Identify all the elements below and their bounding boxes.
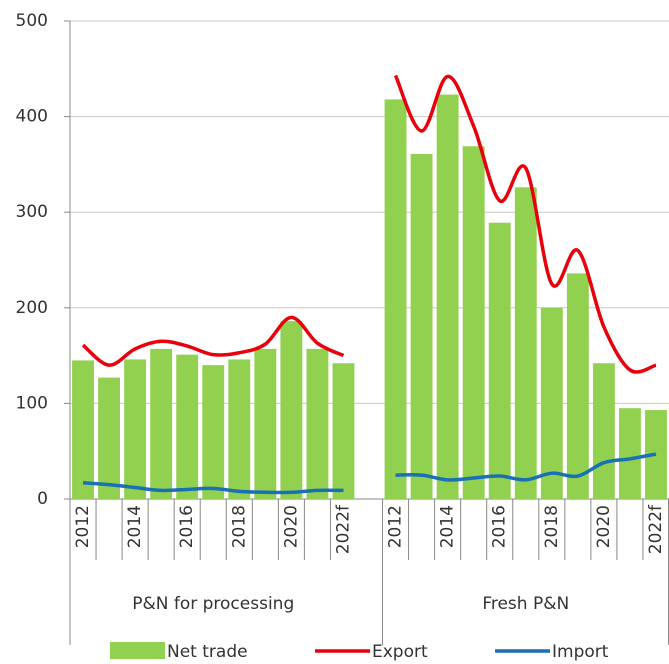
line — [82, 481, 344, 495]
group-label: P&N for processing — [132, 594, 294, 614]
x-tick-label: 2020 — [281, 505, 301, 548]
bar — [228, 359, 251, 499]
bar — [618, 408, 641, 499]
bar — [306, 348, 329, 499]
bar — [384, 99, 407, 499]
x-tick-label: 2020 — [594, 505, 614, 548]
legend-label: Import — [552, 642, 609, 662]
bar — [592, 363, 615, 499]
x-tick-label: 2014 — [125, 505, 145, 548]
bar — [566, 273, 589, 499]
bar — [436, 94, 459, 499]
x-tick-label: 2018 — [542, 505, 562, 548]
y-tick-label: 500 — [16, 11, 48, 31]
y-tick-label: 0 — [37, 489, 48, 509]
x-tick-label: 2016 — [490, 505, 510, 548]
legend-label: Net trade — [167, 642, 248, 662]
bar — [124, 359, 147, 499]
bar — [254, 348, 277, 499]
bar — [332, 363, 355, 499]
bar — [462, 146, 485, 499]
line — [81, 315, 345, 367]
bar — [72, 360, 94, 499]
line — [393, 74, 657, 374]
y-tick-label: 100 — [16, 393, 48, 413]
x-tick-label: 2016 — [177, 505, 197, 548]
x-tick-label: 2022f — [646, 504, 666, 554]
x-tick-label: 2014 — [438, 505, 458, 548]
legend-label: Export — [372, 642, 428, 662]
line — [395, 452, 657, 482]
y-tick-label: 200 — [16, 298, 48, 318]
bar — [514, 187, 537, 499]
bar — [540, 307, 563, 499]
group-label: Fresh P&N — [482, 594, 569, 614]
legend-swatch — [110, 642, 165, 659]
bar — [150, 348, 173, 499]
x-tick-label: 2018 — [229, 505, 249, 548]
bar — [410, 153, 433, 499]
bar — [280, 321, 303, 499]
x-tick-label: 2012 — [386, 505, 406, 548]
bar — [98, 377, 121, 499]
bar — [176, 354, 199, 499]
bar — [202, 365, 225, 499]
x-tick-label: 2022f — [333, 504, 353, 554]
y-tick-label: 400 — [16, 107, 48, 127]
y-tick-label: 300 — [16, 202, 48, 222]
x-tick-label: 2012 — [73, 505, 93, 548]
bar — [488, 222, 511, 499]
